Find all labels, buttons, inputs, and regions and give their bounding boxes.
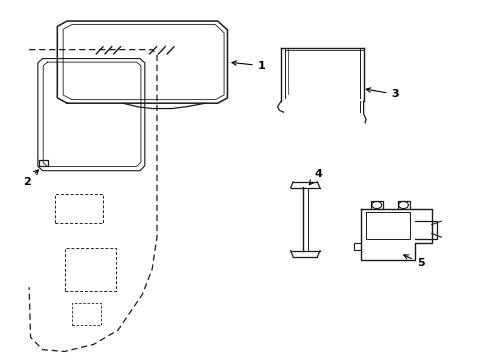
Text: 5: 5: [403, 255, 424, 268]
Text: 1: 1: [231, 61, 265, 71]
Text: 3: 3: [366, 88, 398, 99]
Text: 4: 4: [308, 168, 322, 185]
Text: 2: 2: [23, 170, 39, 187]
